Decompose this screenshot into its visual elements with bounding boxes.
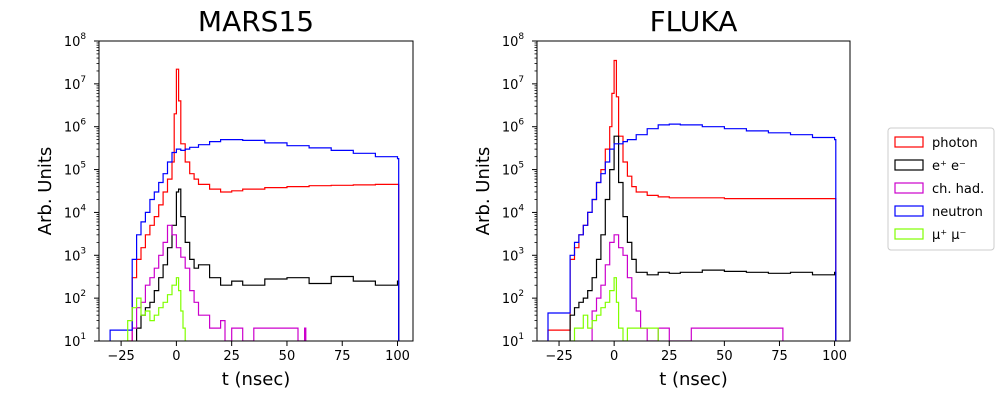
x-tick-label: 0	[610, 349, 618, 364]
x-tick-label: −25	[545, 349, 572, 364]
y-axis-label: Arb. Units	[473, 147, 494, 236]
panel-fluka: FLUKA t (nsec) Arb. Units −25 0 25 50 75 100 101 1…	[473, 5, 851, 390]
y-tick-label: 102	[64, 289, 86, 307]
y-tick-label: 107	[502, 75, 524, 93]
x-tick-label: 100	[822, 349, 847, 364]
legend: photon e⁺ e⁻ ch. had. neutron μ⁺ μ⁻	[887, 127, 995, 251]
series-line-	[570, 277, 660, 341]
chart-title: MARS15	[198, 5, 314, 38]
series-group	[109, 68, 400, 341]
x-tick-label: −25	[107, 349, 134, 364]
y-axis-label: Arb. Units	[35, 147, 56, 236]
series-line-chhad	[131, 224, 307, 341]
x-tick-label: 100	[385, 349, 410, 364]
legend-swatch	[894, 228, 924, 240]
legend-swatch	[894, 159, 924, 171]
series-line-neutron	[547, 123, 837, 341]
legend-label: neutron	[932, 205, 983, 220]
y-tick-label: 101	[64, 332, 86, 350]
series-line-ee	[136, 188, 400, 341]
x-tick-label: 75	[334, 349, 351, 364]
y-tick-label: 105	[502, 161, 524, 179]
plot-frame	[536, 40, 851, 342]
y-tick-label: 105	[64, 161, 86, 179]
x-tick-label: 75	[771, 349, 788, 364]
y-tick-label: 104	[64, 203, 87, 221]
y-tick-label: 103	[64, 246, 86, 264]
series-line-photon	[547, 59, 837, 341]
y-tick-label: 103	[502, 246, 524, 264]
legend-swatch	[894, 182, 924, 194]
y-tick-label: 106	[502, 118, 525, 136]
legend-label: μ⁺ μ⁻	[932, 228, 966, 243]
panel-mars15: MARS15 t (nsec) Arb. Units −25 0 25 50 75 100 101…	[35, 5, 414, 390]
x-tick-label: 50	[716, 349, 733, 364]
x-tick-label: 25	[223, 349, 240, 364]
y-tick-label: 107	[64, 75, 86, 93]
x-tick-label: 50	[279, 349, 296, 364]
legend-swatch	[894, 136, 924, 148]
plot-frame	[98, 40, 414, 342]
series-line-	[123, 277, 187, 341]
x-tick-label: 25	[661, 349, 678, 364]
chart-title: FLUKA	[650, 5, 738, 38]
legend-label: ch. had.	[932, 182, 984, 197]
y-tick-label: 104	[502, 203, 525, 221]
series-line-photon	[127, 68, 400, 341]
x-axis-label: t (nsec)	[222, 369, 291, 390]
y-tick-label: 108	[502, 32, 525, 50]
series-group	[547, 59, 837, 341]
y-tick-label: 106	[64, 118, 87, 136]
legend-label: e⁺ e⁻	[932, 159, 966, 174]
legend-box	[887, 127, 995, 251]
y-tick-label: 101	[502, 332, 524, 350]
series-line-neutron	[109, 139, 400, 341]
y-tick-label: 102	[502, 289, 524, 307]
y-tick-label: 108	[64, 32, 87, 50]
legend-label: photon	[932, 136, 978, 151]
x-axis-label: t (nsec)	[659, 369, 728, 390]
legend-swatch	[894, 205, 924, 217]
x-tick-label: 0	[172, 349, 180, 364]
series-line-chhad	[591, 234, 784, 341]
series-line-ee	[569, 135, 837, 341]
